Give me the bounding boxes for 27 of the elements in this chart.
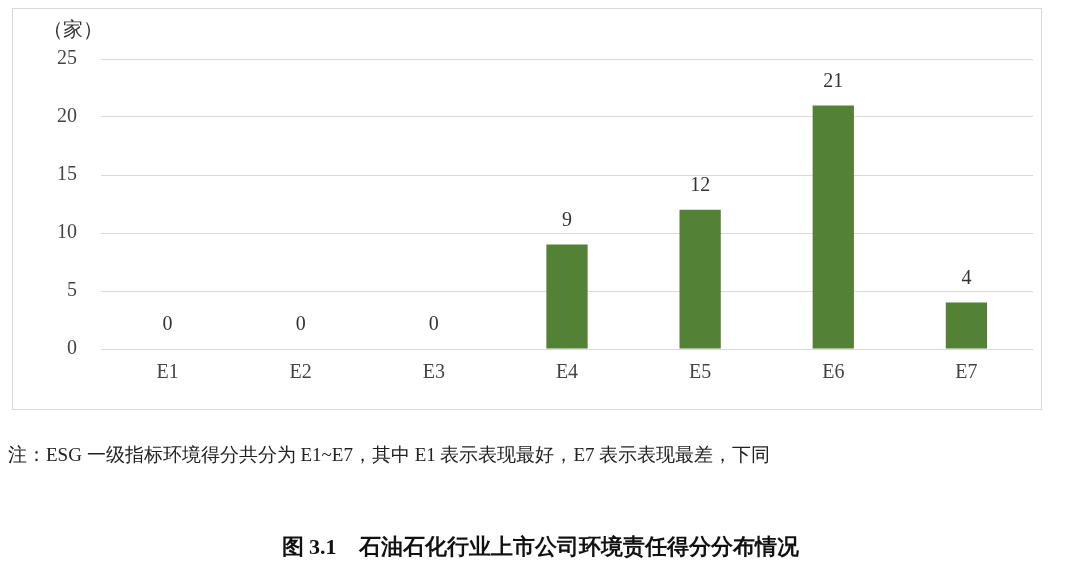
x-tick-label: E7 bbox=[955, 360, 978, 383]
data-label: 12 bbox=[690, 173, 711, 196]
data-label: 0 bbox=[162, 312, 173, 335]
y-tick-label: 10 bbox=[57, 220, 77, 243]
x-tick-label: E6 bbox=[822, 360, 845, 383]
data-label: 21 bbox=[823, 68, 844, 91]
y-tick-label: 5 bbox=[67, 278, 77, 301]
bar bbox=[679, 209, 721, 349]
y-axis-title: （家） bbox=[43, 18, 103, 41]
data-label: 0 bbox=[428, 312, 439, 335]
x-tick-label: E5 bbox=[689, 360, 712, 383]
bar bbox=[546, 244, 588, 349]
x-tick-label: E2 bbox=[289, 360, 312, 383]
bar bbox=[945, 302, 988, 349]
x-tick-label: E3 bbox=[422, 360, 445, 383]
text: 注：ESG 一级指标环境得分共分为 E1~E7，其中 E1 表示表现最好，E7 表示表现最差，下同 bbox=[8, 443, 771, 467]
text: 图 3.1 石油石化行业上市公司环境责任得分分布情况 bbox=[280, 533, 800, 561]
data-label: 4 bbox=[961, 265, 972, 288]
y-tick-label: 20 bbox=[57, 104, 77, 127]
y-tick-label: 15 bbox=[57, 162, 77, 185]
x-tick-label: E4 bbox=[555, 360, 579, 383]
data-label: 9 bbox=[562, 207, 572, 230]
y-tick-label: 0 bbox=[67, 336, 77, 359]
data-label: 0 bbox=[295, 312, 306, 335]
x-tick-label: E1 bbox=[156, 360, 179, 383]
bar bbox=[812, 105, 854, 349]
y-tick-label: 25 bbox=[57, 46, 77, 69]
